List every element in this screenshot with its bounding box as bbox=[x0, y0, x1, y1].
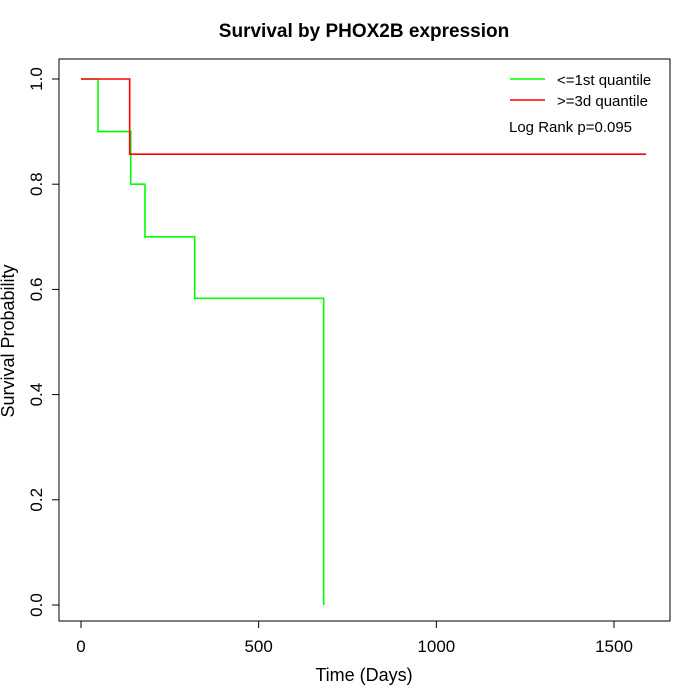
x-tick-label: 1000 bbox=[417, 637, 455, 656]
x-tick-label: 0 bbox=[76, 637, 85, 656]
y-tick-label: 1.0 bbox=[27, 67, 46, 91]
log-rank-annotation: Log Rank p=0.095 bbox=[509, 119, 632, 136]
y-tick-label: 0.4 bbox=[27, 383, 46, 407]
legend-label-high-quantile: >=3d quantile bbox=[557, 93, 648, 110]
legend-label-low-quantile: <=1st quantile bbox=[557, 72, 651, 89]
series-layer bbox=[81, 78, 646, 605]
chart-title: Survival by PHOX2B expression bbox=[219, 21, 509, 42]
x-tick-label: 500 bbox=[244, 637, 272, 656]
y-axis: 0.0 0.2 0.4 0.6 0.8 1.0 bbox=[27, 67, 60, 617]
x-axis: 0 500 1000 1500 bbox=[76, 620, 633, 656]
y-tick-label: 0.0 bbox=[27, 593, 46, 617]
legend: <=1st quantile >=3d quantile bbox=[510, 72, 651, 110]
y-axis-label: Survival Probability bbox=[0, 264, 18, 417]
y-tick-label: 0.8 bbox=[27, 172, 46, 196]
series-line-low-quantile bbox=[81, 78, 325, 605]
y-tick-label: 0.2 bbox=[27, 488, 46, 512]
series-line-high-quantile bbox=[81, 78, 646, 156]
x-axis-label: Time (Days) bbox=[315, 665, 412, 685]
x-tick-label: 1500 bbox=[595, 637, 633, 656]
y-tick-label: 0.6 bbox=[27, 278, 46, 302]
